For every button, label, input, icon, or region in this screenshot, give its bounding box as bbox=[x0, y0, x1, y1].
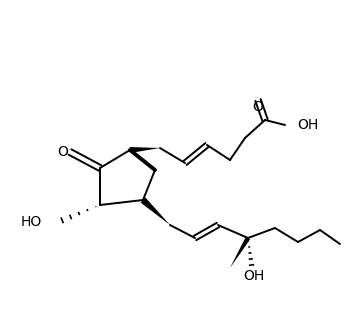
Text: O: O bbox=[253, 100, 263, 114]
Text: HO: HO bbox=[21, 215, 42, 229]
Polygon shape bbox=[130, 147, 160, 153]
Text: O: O bbox=[57, 145, 69, 159]
Text: OH: OH bbox=[243, 269, 264, 283]
Polygon shape bbox=[141, 197, 170, 225]
Text: OH: OH bbox=[297, 118, 318, 132]
Polygon shape bbox=[230, 237, 250, 268]
